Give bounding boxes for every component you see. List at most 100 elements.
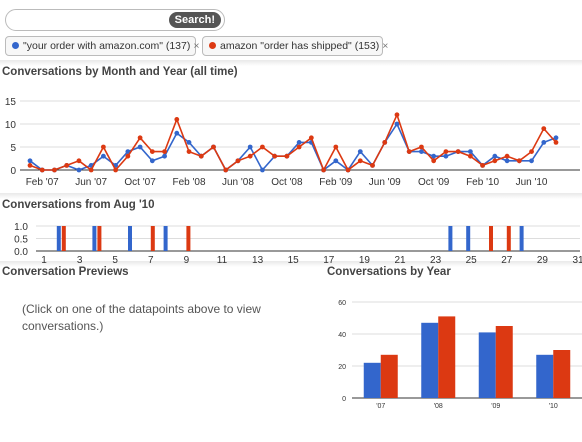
data-point (394, 121, 400, 127)
data-point (443, 149, 449, 154)
close-icon[interactable]: × (193, 40, 200, 52)
yearly-bar-chart[interactable]: 0 20 40 60 '07 '08 '09 '10 (320, 290, 582, 442)
data-point (333, 158, 339, 164)
query-chip-2[interactable]: amazon "order has shipped" (153) × (202, 36, 388, 56)
x-tick-label: 5 (112, 255, 118, 266)
x-tick-label: '10 (549, 403, 558, 410)
bar (553, 350, 571, 398)
x-tick-label: Jun '09 (369, 177, 401, 188)
y-tick-label: 0.5 (14, 235, 28, 246)
close-icon[interactable]: × (382, 40, 389, 52)
x-tick-label: 29 (537, 255, 549, 266)
section-divider (0, 60, 582, 66)
data-point (137, 135, 143, 141)
data-point (137, 144, 143, 150)
data-point (296, 144, 302, 150)
monthly-chart-title: Conversations by Month and Year (all tim… (2, 66, 238, 78)
data-point (247, 153, 253, 159)
x-tick-label: '07 (376, 403, 385, 410)
bar (163, 226, 168, 251)
search-box: Search! (5, 9, 225, 31)
bar (380, 354, 398, 398)
x-tick-label: Jun '07 (75, 177, 107, 188)
y-tick-label: 40 (338, 332, 346, 339)
bar (128, 226, 132, 251)
yearly-chart-title: Conversations by Year (327, 266, 451, 278)
query-chip-label: amazon "order has shipped" (153) (220, 40, 380, 52)
data-point (480, 163, 486, 168)
data-point (223, 167, 229, 173)
bar (363, 362, 381, 398)
data-point (247, 144, 253, 150)
data-point (125, 153, 131, 159)
data-point (260, 167, 265, 173)
data-point (52, 167, 57, 173)
data-point (357, 158, 363, 164)
data-point (27, 158, 33, 164)
y-tick-label: 60 (338, 300, 346, 307)
preview-title: Conversation Previews (2, 266, 129, 278)
data-point (541, 140, 547, 145)
data-point (467, 153, 473, 159)
data-point (162, 149, 167, 154)
x-tick-label: Jun '08 (222, 177, 254, 188)
data-point (27, 163, 33, 168)
data-point (76, 167, 82, 173)
query-chip-1[interactable]: "your order with amazon.com" (137) × (5, 36, 200, 56)
data-point (357, 149, 363, 154)
x-tick-label: 9 (184, 255, 190, 266)
data-point (406, 149, 412, 154)
red-dot-icon (209, 42, 216, 49)
data-point (345, 167, 351, 173)
y-tick-label: 15 (5, 97, 17, 108)
data-point (296, 140, 302, 145)
series-line (29, 112, 557, 172)
data-point (113, 167, 119, 173)
x-tick-label: 27 (501, 255, 513, 266)
x-tick-label: '09 (491, 403, 500, 410)
x-tick-label: 15 (288, 255, 300, 266)
x-tick-label: 1 (41, 255, 47, 266)
x-tick-label: Oct '09 (418, 177, 450, 188)
x-tick-label: Feb '07 (26, 177, 59, 188)
data-point (541, 126, 547, 131)
x-tick-label: Feb '08 (172, 177, 205, 188)
data-point (162, 153, 167, 159)
data-point (174, 117, 180, 122)
bar (186, 226, 191, 251)
bar (495, 326, 513, 398)
data-point (211, 144, 216, 150)
bar (150, 226, 155, 251)
data-point (174, 130, 180, 136)
data-point (529, 149, 534, 154)
data-point (149, 158, 155, 164)
blue-dot-icon (12, 42, 19, 49)
x-tick-label: 11 (217, 255, 228, 266)
data-point (516, 158, 522, 164)
data-point (419, 149, 424, 154)
bar (448, 226, 453, 251)
data-point (333, 144, 339, 150)
data-point (125, 149, 131, 154)
bar (466, 226, 471, 251)
y-tick-label: 10 (5, 120, 17, 131)
x-tick-label: 25 (466, 255, 478, 266)
data-point (504, 153, 510, 159)
data-point (553, 135, 559, 141)
data-point (492, 153, 498, 159)
x-tick-label: 13 (252, 255, 264, 266)
data-point (272, 153, 278, 159)
data-point (492, 158, 498, 164)
data-point (382, 140, 388, 145)
bar (519, 226, 524, 251)
data-point (100, 144, 106, 150)
x-tick-label: 31 (572, 255, 582, 266)
search-button[interactable]: Search! (168, 12, 221, 28)
y-tick-label: 0 (342, 396, 346, 403)
daily-bar-chart[interactable]: 0.00.51.01 3 5 7 9 11 13 15 17 19 21 23 25 27 29 31 (0, 220, 582, 266)
search-input[interactable] (16, 12, 170, 30)
x-tick-label: 23 (430, 255, 442, 266)
monthly-line-chart[interactable]: 0 5 10 15 Feb '07 Jun '07 Oct '07 Feb '08 Jun '0… (0, 90, 582, 190)
data-point (370, 163, 375, 168)
bar (56, 226, 61, 251)
